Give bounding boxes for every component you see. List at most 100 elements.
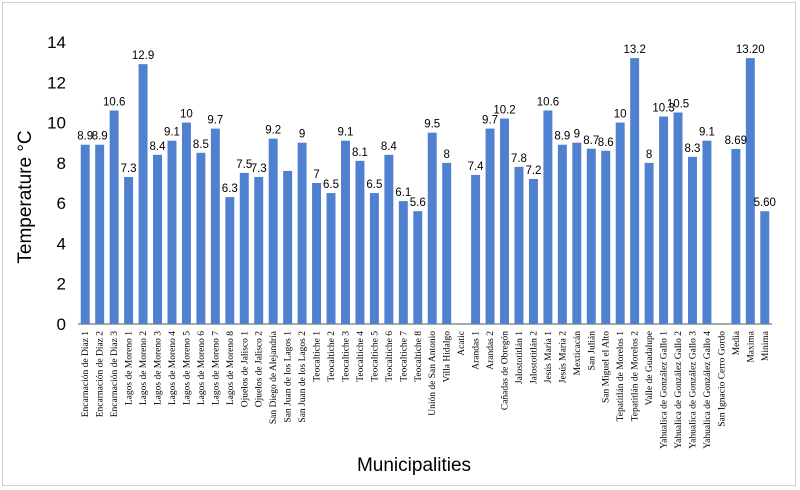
bar [167,140,177,324]
data-label: 8 [646,149,652,161]
category-label: Yahualica de González Gallo 4 [703,331,713,449]
bar [124,176,134,324]
bar [254,176,264,324]
bar [95,144,105,324]
data-label: 10.3 [652,103,674,115]
data-label: 10.6 [537,96,559,108]
category-label: Acatic [457,331,467,356]
data-label: 8.1 [352,147,368,159]
data-label: 8.69 [725,135,747,147]
bar [745,58,755,325]
category-label: Jesús María 2 [558,331,568,383]
data-label: 9 [574,129,580,141]
data-label: 9.5 [424,119,440,131]
category-label: Ojuelos de Jalisco 2 [255,331,265,408]
category-label: Media [732,330,742,355]
category-label: Yahualica de González Gallo 2 [674,331,684,449]
bar [485,128,495,324]
category-label: Teocaltiche 3 [341,331,351,382]
x-axis-title: Municipalities [357,455,471,476]
category-label: Encarnación de Díaz 3 [110,331,120,417]
category-label: San Julián [587,331,597,371]
category-label: Arandas 1 [472,331,482,370]
category-label: Jalostotitlán 2 [529,331,539,384]
bar [702,140,712,324]
bar [312,183,322,324]
category-label: Jesús María 1 [544,331,554,383]
data-label: 12.9 [132,50,154,62]
y-tick-label: 6 [57,194,66,213]
y-axis-title: Temperature °C [15,130,36,263]
data-label: 13.2 [623,44,645,56]
data-label: 10.2 [493,105,515,117]
bar [427,132,437,324]
category-label: San Juan de los Lagos 2 [298,331,308,423]
category-label: Yahualica de González Gallo 3 [688,331,698,449]
category-label: Lagos de Moreno 3 [154,331,164,405]
bar [210,128,220,324]
data-label: 9.7 [207,115,223,127]
category-label: Valle de Guadalupe [645,331,655,405]
category-label: Teocaltiche 5 [370,331,380,382]
data-label: 10 [614,109,627,121]
category-label: Lagos de Moreno 4 [168,331,178,405]
data-label: 9.2 [265,125,281,137]
data-label: 7.3 [251,163,267,175]
category-label: Tepatitlán de Morelos 2 [631,331,641,422]
data-label: 6.5 [366,179,382,191]
bar [153,154,162,324]
data-label: 9.1 [699,127,715,139]
category-label: Lagos de Moreno 2 [139,331,149,405]
category-label: Teocaltiche 1 [313,331,323,382]
data-label: 5.60 [754,197,776,209]
category-label: Mexticacán [573,331,583,376]
bar [355,160,365,324]
data-label: 8.3 [684,143,700,155]
bar [268,138,278,324]
category-label: Tepatitlán de Morelos 1 [616,331,626,422]
data-label: 8.7 [583,135,599,147]
data-label: 9.1 [337,127,353,139]
bar [586,148,596,324]
bar [760,211,770,324]
data-label: 13.20 [736,44,765,56]
category-label: Lagos de Moreno 5 [182,331,192,405]
category-label: Teocaltiche 7 [399,331,409,382]
y-tick-label: 0 [57,315,66,334]
data-label: 8.9 [77,131,93,143]
y-tick-label: 12 [47,73,66,92]
category-label: Teocaltiche 6 [385,331,395,382]
bar [644,162,654,324]
bar [239,172,249,324]
category-label: San Miguel el Alto [602,331,612,403]
data-label: 10.6 [103,96,125,108]
y-tick-label: 14 [47,33,66,52]
bar [80,144,90,324]
category-label: Lagos de Moreno 1 [125,331,135,405]
bar [138,64,148,324]
data-label: 7.3 [121,163,137,175]
bar [673,112,683,324]
bar [572,142,582,324]
data-label: 5.6 [410,197,426,209]
y-tick-label: 8 [57,154,66,173]
y-tick-label: 10 [47,114,66,133]
data-label: 6.1 [395,187,411,199]
bar [196,152,206,324]
category-label: Teocaltiche 2 [327,331,337,382]
bar [528,178,538,324]
category-label: Cañadas de Obregón [501,331,511,410]
data-label: 7 [313,169,319,181]
data-label: 8.6 [598,137,614,149]
data-label: 8.4 [150,141,167,153]
data-label: 8.4 [381,141,398,153]
category-label: Villa Hidalgo [443,331,453,383]
bar [688,156,697,324]
data-label: 7.8 [511,153,527,165]
category-label: Maxima [746,330,756,362]
bar [630,58,640,325]
bar [601,150,611,324]
bar [514,166,524,324]
bar [369,193,379,324]
bar [413,211,423,324]
